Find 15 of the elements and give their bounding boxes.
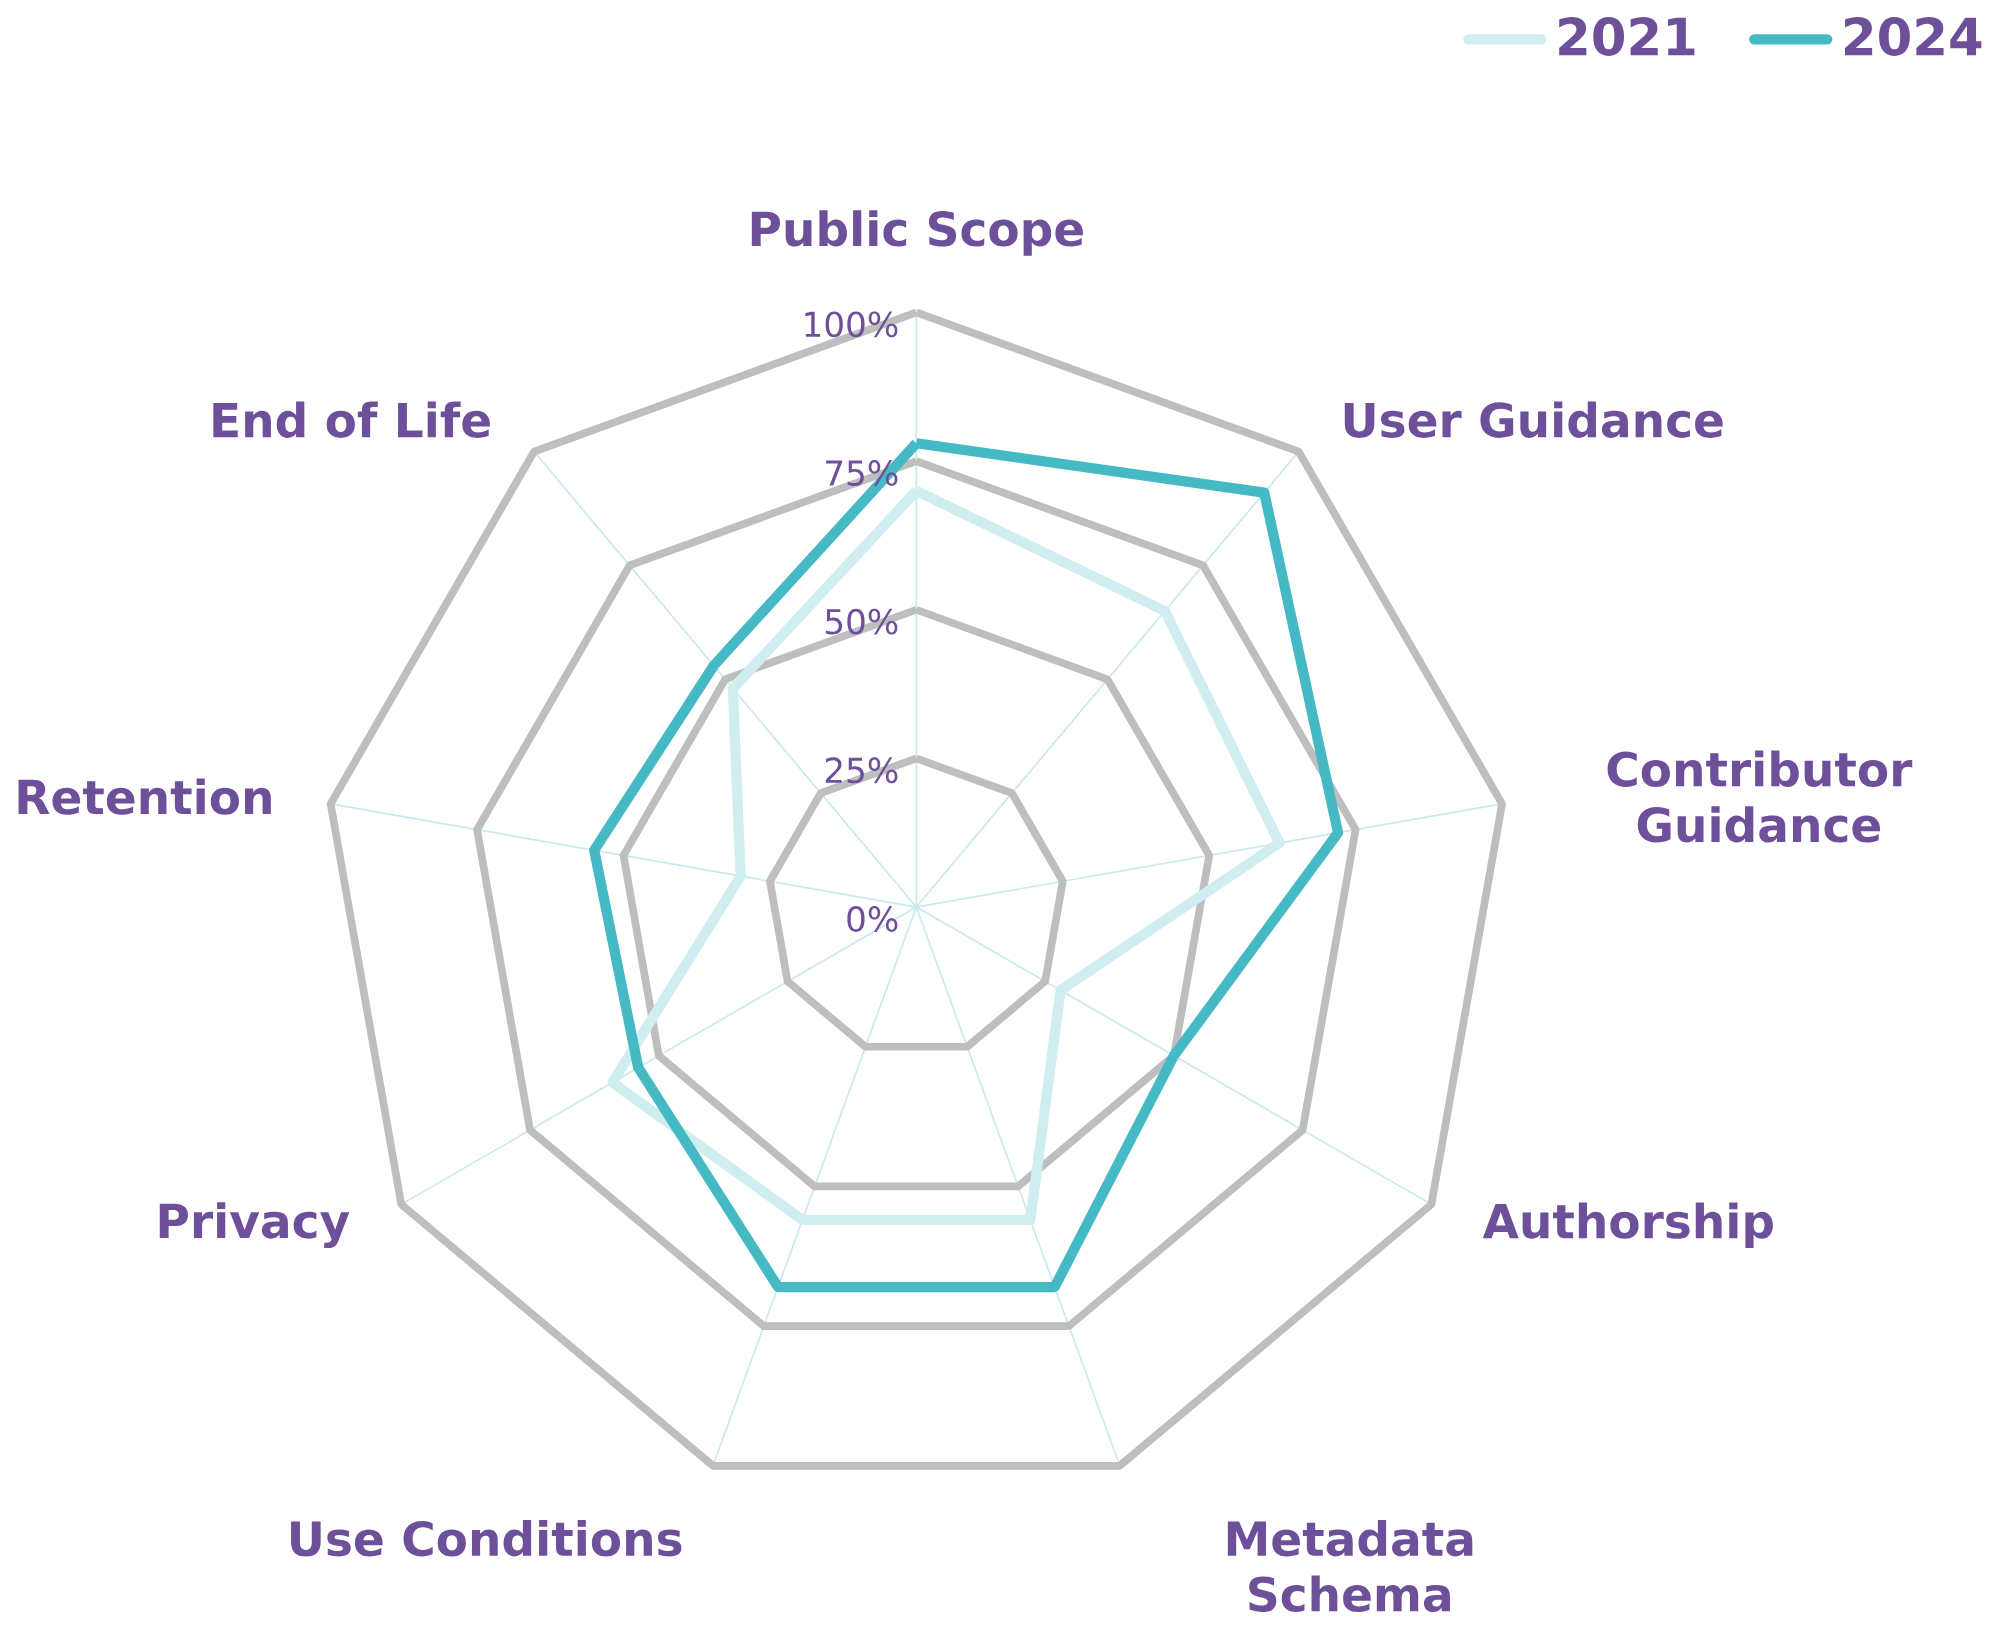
legend-label: 2021 [1559, 16, 1695, 56]
y-tick-label: 25% [825, 757, 898, 784]
spoke-label: Public Scope [751, 210, 1083, 256]
legend-label: 2024 [1845, 16, 1982, 56]
spoke-label: Privacy [159, 1202, 350, 1248]
spoke-label: Authorship [1482, 1202, 1773, 1248]
spoke-label: User Guidance [1344, 401, 1723, 438]
spoke-label: Contributor Guidance [1607, 750, 1913, 843]
y-tick-label: 50% [825, 608, 898, 635]
spoke-label: End of Life [213, 401, 490, 438]
spoke-label: Metadata Schema [1227, 1519, 1473, 1612]
spoke-label: Retention [18, 778, 271, 815]
y-tick-label: 100% [805, 311, 898, 338]
y-tick-label: 0% [847, 905, 898, 932]
spoke-label: Use Conditions [291, 1519, 682, 1557]
